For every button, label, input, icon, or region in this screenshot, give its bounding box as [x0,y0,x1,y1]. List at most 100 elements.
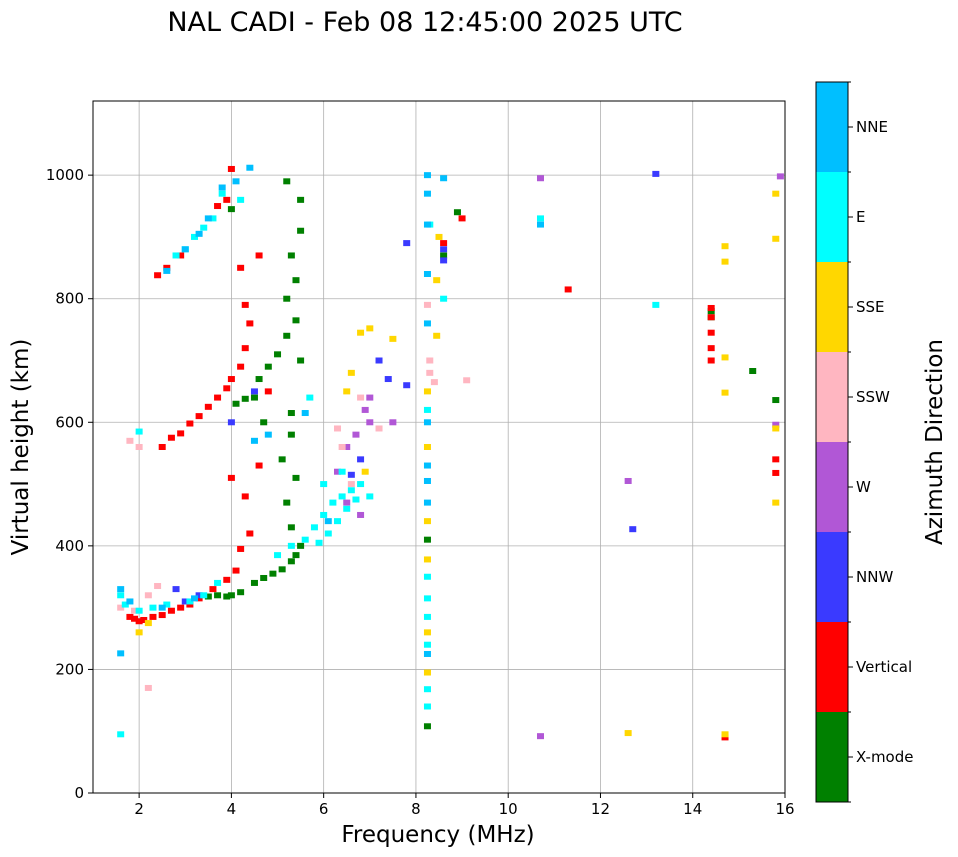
data-point [423,477,431,484]
plot-frame [92,100,786,794]
data-point [772,425,780,432]
data-point [426,369,434,376]
colorbar-segment [816,712,848,802]
data-point [227,165,235,172]
data-point [200,224,208,231]
data-point [707,345,715,352]
data-point [772,421,780,428]
data-point [440,246,448,253]
data-point [721,354,729,361]
data-point [177,604,185,611]
data-point [135,444,143,450]
data-point [343,499,351,506]
data-point [324,518,332,525]
colorbar-segment [816,442,848,532]
data-point [144,684,152,691]
data-point [652,170,660,177]
data-point [250,437,258,444]
data-point [772,235,780,242]
data-point [721,258,729,265]
data-point [195,592,203,599]
data-point [135,428,143,435]
data-point [246,530,254,537]
data-point [177,430,185,437]
data-point [283,332,291,339]
data-point [347,487,355,494]
data-point [255,376,263,383]
data-point [214,203,222,210]
data-point [366,394,374,401]
data-point [172,252,180,259]
data-point [707,308,715,315]
data-point [338,468,346,475]
colorbar-tick-label: Vertical [856,658,912,676]
colorbar-segment [816,262,848,352]
data-point [163,601,171,608]
data-point [426,357,434,364]
data-point [324,530,332,537]
data-point [389,335,397,342]
data-point [186,420,194,427]
data-point [218,190,226,197]
colorbar-label: Azimuth Direction [922,339,948,545]
data-point [357,511,365,518]
x-tick-label: 4 [227,800,237,818]
data-point [357,481,365,488]
data-point [423,595,431,602]
data-point [772,499,780,506]
data-point [423,556,431,563]
data-point [347,481,355,488]
data-point [121,601,129,608]
data-point [131,607,139,614]
data-point [223,196,231,203]
data-point [334,425,342,432]
data-point [181,246,189,253]
data-point [214,579,222,586]
data-point [246,164,254,171]
data-point [423,444,431,450]
chart-title: NAL CADI - Feb 08 12:45:00 2025 UTC [167,7,682,38]
data-point [423,271,431,277]
data-point [190,233,198,240]
x-tick-label: 16 [775,800,794,818]
data-point [117,604,125,611]
data-point [283,178,291,185]
data-point [237,196,245,203]
data-point [237,363,245,370]
data-point [320,511,328,518]
data-point [347,471,355,478]
data-point [772,190,780,197]
data-point [204,215,212,222]
data-point [357,329,365,336]
data-point [223,576,231,583]
data-point [144,592,152,599]
data-point [463,377,471,384]
data-point [117,650,125,657]
data-point [227,419,235,426]
data-point [338,444,346,450]
colorbar-tick-label: SSE [856,298,885,316]
data-point [287,431,295,438]
data-point [246,320,254,327]
data-point [181,598,189,605]
y-tick-label: 1000 [46,166,84,184]
data-point [343,505,351,512]
data-point [218,184,226,191]
x-tick-label: 14 [683,800,702,818]
data-point [292,317,300,324]
y-tick-label: 200 [55,660,84,678]
data-point [423,301,431,308]
data-point [195,413,203,420]
data-point [375,357,383,364]
data-point [403,382,411,389]
x-axis-ticks: 2 4 6 8 10 12 14 16 [134,793,795,818]
data-point [458,215,466,222]
data-point [278,456,286,463]
y-tick-label: 400 [55,537,84,555]
data-point [343,388,351,395]
data-point [423,536,431,543]
data-point [366,419,374,426]
data-point [440,295,448,302]
colorbar-ticks: X-mode Vertical NNW W SSW SSE E NNE [848,81,913,803]
data-point [232,178,240,185]
